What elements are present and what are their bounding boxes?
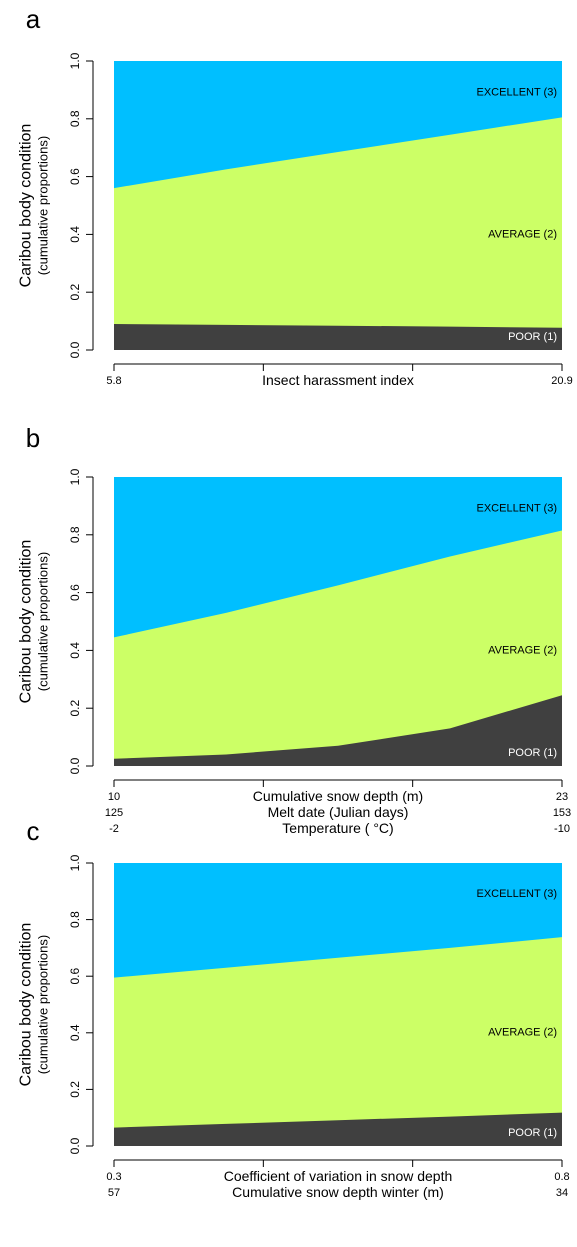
y-tick-label: 0.6 <box>68 168 82 185</box>
average-area <box>114 117 562 350</box>
x-tick-label-right: 23 <box>556 791 568 803</box>
y-tick-label: 0.0 <box>68 1137 82 1154</box>
average-label: AVERAGE (2) <box>488 644 557 656</box>
x-tick-label-right: -10 <box>554 823 570 835</box>
panel-label: a <box>26 4 41 34</box>
poor-label: POOR (1) <box>508 747 557 759</box>
x-tick-label-right: 20.9 <box>551 375 572 387</box>
average-area <box>114 937 562 1146</box>
x-tick-label-left: 5.8 <box>106 375 121 387</box>
y-tick-label: 0.0 <box>68 757 82 774</box>
poor-area <box>114 695 562 766</box>
y-tick-label: 0.6 <box>68 968 82 985</box>
y-axis-subtitle: (cumulative proportions) <box>36 136 51 275</box>
x-axis-title: Cumulative snow depth (m) <box>253 788 423 804</box>
poor-label: POOR (1) <box>508 331 557 343</box>
y-axis-title: Caribou body condition <box>18 540 35 704</box>
x-tick-label-left: 125 <box>105 807 123 819</box>
y-axis-subtitle: (cumulative proportions) <box>36 935 51 1074</box>
y-tick-label: 1.0 <box>68 468 82 485</box>
x-axis-title: Cumulative snow depth winter (m) <box>232 1184 444 1200</box>
y-tick-label: 0.2 <box>68 1081 82 1098</box>
x-tick-label-right: 34 <box>556 1187 568 1199</box>
y-axis-title: Caribou body condition <box>18 923 35 1087</box>
x-tick-label-left: 10 <box>108 791 120 803</box>
panel-c: c POOR (1) AVERAGE (2) EXCELLENT (3) 0.0 0.2 0… <box>18 816 570 1200</box>
average-label: AVERAGE (2) <box>488 228 557 240</box>
y-tick-label: 1.0 <box>68 52 82 69</box>
y-tick-label: 1.0 <box>68 854 82 871</box>
poor-area <box>114 1112 562 1146</box>
x-axis-title: Insect harassment index <box>262 372 414 388</box>
y-tick-label: 0.2 <box>68 700 82 717</box>
y-tick-label: 0.2 <box>68 284 82 301</box>
poor-area <box>114 323 562 350</box>
x-tick-label-left: 57 <box>108 1187 120 1199</box>
y-tick-label: 0.8 <box>68 110 82 127</box>
panel-label: b <box>26 423 40 453</box>
y-tick-label: 0.4 <box>68 642 82 659</box>
y-tick-label: 0.4 <box>68 1024 82 1041</box>
y-tick-label: 0.8 <box>68 911 82 928</box>
excellent-label: EXCELLENT (3) <box>477 888 558 900</box>
poor-label: POOR (1) <box>508 1127 557 1139</box>
y-tick-label: 0.4 <box>68 226 82 243</box>
panel-label: c <box>27 816 40 846</box>
x-tick-label-right: 0.8 <box>554 1171 569 1183</box>
y-tick-label: 0.8 <box>68 526 82 543</box>
excellent-label: EXCELLENT (3) <box>477 503 558 515</box>
x-axis-title: Temperature ( °C) <box>282 820 393 836</box>
panel-a: a POOR (1) AVERAGE (2) EXCELLENT (3) 0.0 0.2 0… <box>18 4 573 388</box>
x-tick-label-left: -2 <box>109 823 119 835</box>
x-tick-label-right: 153 <box>553 807 571 819</box>
x-tick-label-left: 0.3 <box>106 1171 121 1183</box>
panel-b: b POOR (1) AVERAGE (2) EXCELLENT (3) 0.0 0.2 0… <box>18 423 572 836</box>
y-axis-title: Caribou body condition <box>18 124 35 288</box>
excellent-label: EXCELLENT (3) <box>477 87 558 99</box>
x-axis-title: Melt date (Julian days) <box>268 804 409 820</box>
x-axis-title: Coefficient of variation in snow depth <box>224 1168 453 1184</box>
y-tick-label: 0.6 <box>68 584 82 601</box>
y-axis-subtitle: (cumulative proportions) <box>36 552 51 691</box>
average-area <box>114 530 562 766</box>
y-tick-label: 0.0 <box>68 341 82 358</box>
average-label: AVERAGE (2) <box>488 1027 557 1039</box>
